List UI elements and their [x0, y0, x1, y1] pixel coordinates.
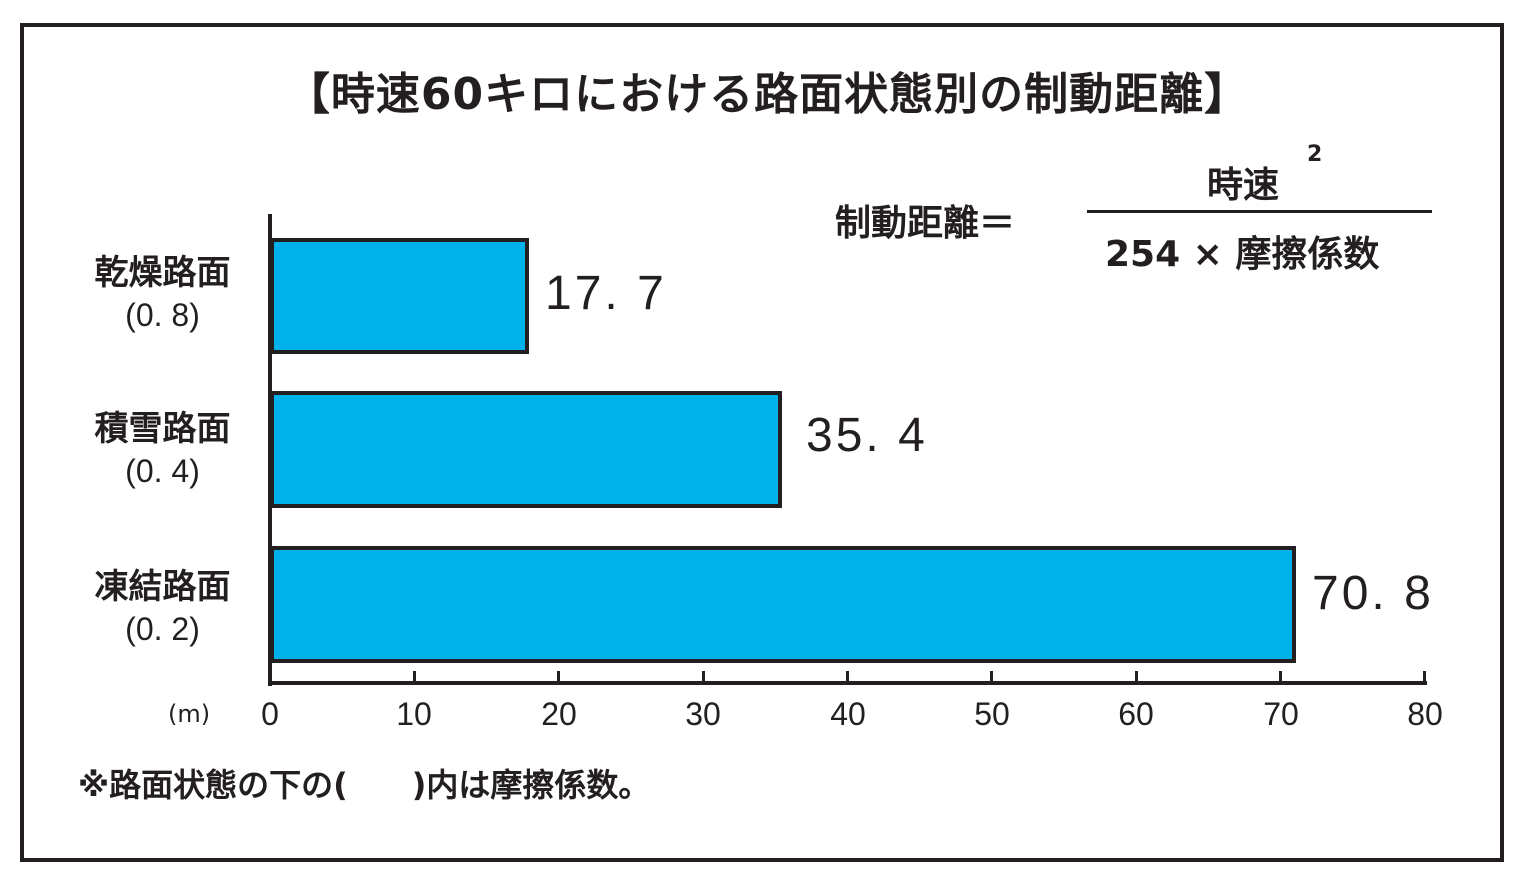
- fraction-line: [1087, 210, 1432, 213]
- formula-lhs: 制動距離＝: [835, 203, 1016, 244]
- formula-denominator: 254 × 摩擦係数: [1105, 234, 1380, 275]
- category-name: 凍結路面: [94, 567, 231, 607]
- x-tick-label: 70: [1263, 696, 1299, 732]
- formula-numerator: 時速: [1207, 165, 1280, 206]
- x-tick: [1279, 671, 1282, 683]
- x-tick-label: 0: [261, 696, 279, 732]
- chart-title: 【時速60キロにおける路面状態別の制動距離】: [285, 69, 1250, 120]
- x-tick: [846, 671, 849, 683]
- x-tick-label: 30: [685, 696, 721, 732]
- chart-frame: [20, 23, 1504, 862]
- category-label-dry: 乾燥路面 (0. 8): [60, 252, 265, 336]
- x-tick: [557, 671, 560, 683]
- category-label-snow: 積雪路面 (0. 4): [60, 408, 265, 492]
- category-name: 積雪路面: [94, 409, 231, 449]
- category-name: 乾燥路面: [94, 253, 231, 293]
- category-coefficient: (0. 8): [125, 297, 200, 333]
- bar-value-label: 35. 4: [806, 409, 928, 462]
- braking-formula: 制動距離＝ 時速 2 254 × 摩擦係数: [835, 142, 1435, 280]
- y-axis-line: [268, 214, 272, 686]
- bar-value-label: 70. 8: [1312, 567, 1434, 620]
- formula-superscript: 2: [1307, 142, 1323, 167]
- x-tick: [702, 671, 705, 683]
- x-tick-label: 60: [1118, 696, 1154, 732]
- x-tick-label: 10: [396, 696, 432, 732]
- x-tick-label: 80: [1407, 696, 1443, 732]
- x-tick-label: 40: [830, 696, 866, 732]
- x-tick-label: 20: [541, 696, 577, 732]
- bar-value-label: 17. 7: [545, 267, 667, 320]
- x-tick: [990, 671, 993, 683]
- bar-ice-road: [270, 546, 1296, 663]
- bar-dry-road: [270, 238, 529, 354]
- category-coefficient: (0. 2): [125, 611, 200, 647]
- x-axis-line: [268, 681, 1427, 685]
- footnote: ※路面状態の下の( )内は摩擦係数。: [78, 766, 651, 804]
- bar-snow-road: [270, 391, 782, 508]
- x-tick: [1135, 671, 1138, 683]
- category-label-ice: 凍結路面 (0. 2): [60, 566, 265, 650]
- category-coefficient: (0. 4): [125, 453, 200, 489]
- x-axis-unit: (m): [168, 700, 211, 728]
- x-tick: [1423, 671, 1426, 683]
- x-tick-label: 50: [974, 696, 1010, 732]
- x-tick: [413, 671, 416, 683]
